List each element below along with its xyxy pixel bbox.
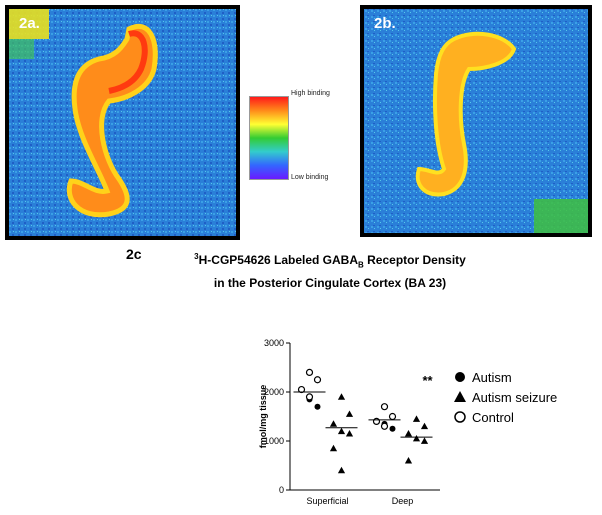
point-autism-seizure xyxy=(420,437,429,444)
panel-label-2a: 2a. xyxy=(19,15,40,32)
legend-marker-autism xyxy=(455,372,465,382)
point-autism xyxy=(389,425,396,432)
point-autism-seizure xyxy=(404,430,413,437)
scale-high-label: High binding xyxy=(291,90,330,97)
point-control xyxy=(313,376,322,384)
point-control xyxy=(388,412,397,421)
point-control xyxy=(372,417,381,426)
y-tick-label: 0 xyxy=(279,485,284,495)
title-line1-part-b: Receptor Density xyxy=(363,253,466,267)
color-scale-bar xyxy=(249,96,289,180)
point-autism-seizure xyxy=(420,422,429,430)
title-line1-part-a: H-CGP54626 Labeled GABA xyxy=(198,253,359,267)
significance-annotation: ** xyxy=(422,373,433,388)
autoradiograph-2b: 2b. xyxy=(360,5,592,237)
scale-low-label: Low binding xyxy=(291,174,329,181)
point-control xyxy=(305,368,314,377)
point-autism-seizure xyxy=(345,410,354,417)
title-subscript: B xyxy=(358,260,364,270)
autoradiograph-2a-image xyxy=(9,9,236,236)
chart-marks: **** xyxy=(293,368,433,474)
point-autism-seizure xyxy=(404,457,413,464)
panel-label-2c: 2c xyxy=(126,246,142,262)
point-autism-seizure xyxy=(329,444,338,452)
point-autism xyxy=(314,403,321,410)
chart-axes: 0 1000 2000 3000 fmol/mg tissue Superficial De… xyxy=(258,338,440,506)
figure-title-line2: in the Posterior Cingulate Cortex (BA 23… xyxy=(213,276,447,291)
autoradiograph-2b-image xyxy=(364,9,588,233)
y-tick-label: 1000 xyxy=(264,436,284,446)
legend-label: Autism xyxy=(472,370,512,385)
point-autism-seizure xyxy=(337,393,346,400)
point-control xyxy=(380,403,389,411)
figure-title-line1: 3H-CGP54626 Labeled GABAB Receptor Densi… xyxy=(150,248,510,274)
legend-marker-autism-seizure xyxy=(454,391,466,402)
title-superscript: 3 xyxy=(194,252,199,261)
x-category-label: Superficial xyxy=(306,496,348,506)
point-control xyxy=(297,385,306,394)
legend-label: Autism seizure xyxy=(472,390,557,405)
legend-label: Control xyxy=(472,410,514,425)
y-axis-label: fmol/mg tissue xyxy=(258,385,268,449)
y-tick-label: 3000 xyxy=(264,338,284,348)
figure-title: 3H-CGP54626 Labeled GABAB Receptor Densi… xyxy=(150,248,510,292)
legend-marker-control xyxy=(454,411,466,423)
point-control xyxy=(305,393,314,401)
point-autism-seizure xyxy=(337,427,346,435)
point-autism-seizure xyxy=(345,430,354,437)
autoradiograph-2a: 2a. xyxy=(5,5,240,240)
point-autism-seizure xyxy=(329,420,338,427)
chart-legend: Autism Autism seizure Control xyxy=(454,370,557,425)
panel-label-2b: 2b. xyxy=(374,15,396,32)
point-autism-seizure xyxy=(337,466,346,474)
point-autism-seizure xyxy=(412,415,421,422)
point-autism-seizure xyxy=(412,434,421,442)
scatter-chart: 0 1000 2000 3000 fmol/mg tissue Superficial De… xyxy=(258,338,557,506)
point-control xyxy=(380,422,389,430)
y-tick-label: 2000 xyxy=(264,387,284,397)
x-category-label: Deep xyxy=(392,496,414,506)
